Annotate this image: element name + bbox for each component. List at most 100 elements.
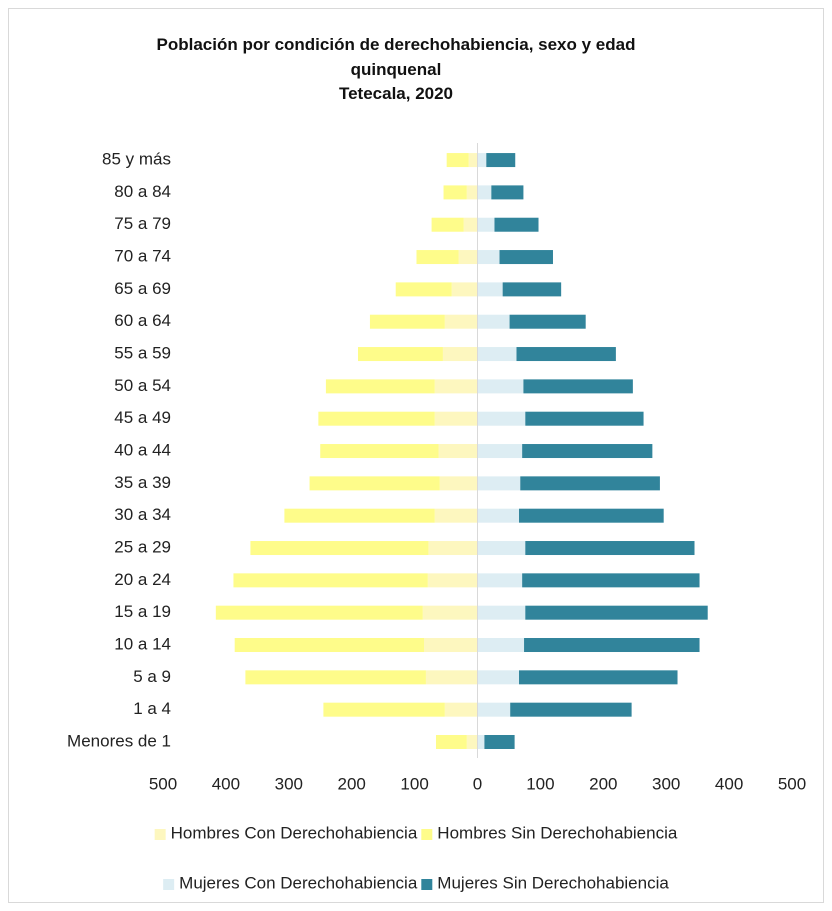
bar: [477, 314, 510, 329]
bar: [463, 217, 478, 232]
bar: [484, 735, 515, 749]
bar: [250, 541, 429, 556]
y-tick-label: 60 a 64: [114, 311, 171, 330]
bar: [525, 411, 644, 426]
y-tick-label: Menores de 1: [67, 731, 171, 750]
bar: [434, 508, 478, 523]
bar: [516, 347, 616, 362]
bar: [522, 573, 700, 588]
y-tick-label: 20 a 24: [114, 570, 171, 589]
x-tick-label: 100: [526, 774, 554, 793]
legend-label: Mujeres Sin Derechohabiencia: [437, 873, 669, 892]
bar: [510, 702, 632, 717]
y-tick-label: 40 a 44: [114, 441, 171, 460]
bar: [477, 185, 492, 200]
y-tick-label: 75 a 79: [114, 214, 171, 233]
bar: [439, 476, 478, 491]
bar: [325, 379, 435, 394]
bar: [422, 605, 478, 620]
bar: [477, 573, 523, 588]
bar: [427, 573, 478, 588]
bar: [477, 508, 520, 523]
y-tick-label: 35 a 39: [114, 473, 171, 492]
y-tick-label: 50 a 54: [114, 376, 171, 395]
bar: [443, 185, 467, 200]
bar: [434, 411, 478, 426]
bar: [428, 541, 478, 556]
bar: [435, 735, 467, 749]
y-tick-label: 85 y más: [102, 150, 171, 169]
bar: [477, 379, 524, 394]
bar: [434, 379, 478, 394]
y-tick-label: 5 a 9: [133, 667, 171, 686]
bar: [477, 347, 517, 362]
bar: [320, 444, 439, 459]
bar: [477, 541, 526, 556]
bar: [522, 444, 653, 459]
x-tick-label: 0: [473, 774, 482, 793]
legend-swatch: [154, 829, 166, 840]
x-tick-label: 200: [589, 774, 617, 793]
bar: [477, 250, 500, 265]
legend-swatch: [163, 879, 175, 890]
bar: [323, 702, 445, 717]
bar: [525, 541, 695, 556]
bar: [446, 153, 469, 168]
bar: [523, 379, 633, 394]
chart-title: Población por condición de derechohabien…: [156, 35, 636, 79]
bar: [477, 476, 521, 491]
bar: [245, 670, 426, 685]
bar: [499, 250, 553, 265]
bar: [234, 638, 425, 653]
bar: [502, 282, 562, 297]
y-tick-label: 10 a 14: [114, 634, 171, 653]
bar: [284, 508, 435, 523]
bar: [468, 153, 478, 168]
x-tick-label: 300: [275, 774, 303, 793]
x-tick-label: 200: [338, 774, 366, 793]
bar: [520, 476, 660, 491]
bar: [233, 573, 428, 588]
y-tick-label: 25 a 29: [114, 538, 171, 557]
bar: [491, 185, 524, 200]
bar: [357, 347, 443, 362]
bar: [369, 314, 445, 329]
y-tick-label: 70 a 74: [114, 247, 171, 266]
bar: [477, 217, 495, 232]
bar: [477, 702, 511, 717]
y-tick-label: 55 a 59: [114, 344, 171, 363]
bar: [525, 605, 708, 620]
bar: [519, 670, 678, 685]
bar: [477, 670, 520, 685]
bar: [477, 605, 526, 620]
bar: [309, 476, 440, 491]
bar: [215, 605, 423, 620]
bar: [395, 282, 452, 297]
legend-label: Hombres Con Derechohabiencia: [171, 823, 418, 842]
bar: [477, 282, 503, 297]
bar: [442, 347, 478, 362]
y-tick-label: 65 a 69: [114, 279, 171, 298]
bar: [477, 411, 526, 426]
x-tick-label: 500: [149, 774, 177, 793]
y-tick-label: 15 a 19: [114, 602, 171, 621]
x-tick-label: 400: [715, 774, 743, 793]
x-tick-label: 100: [400, 774, 428, 793]
legend-label: Hombres Sin Derechohabiencia: [437, 823, 678, 842]
bar: [519, 508, 664, 523]
bar: [431, 217, 464, 232]
legend-swatch: [421, 829, 433, 840]
bar: [477, 735, 485, 749]
bar: [458, 250, 478, 265]
bar: [466, 735, 478, 749]
bar: [416, 250, 459, 265]
bar: [438, 444, 478, 459]
bar: [509, 314, 586, 329]
bar: [494, 217, 539, 232]
y-tick-label: 80 a 84: [114, 182, 171, 201]
legend-label: Mujeres Con Derechohabiencia: [179, 873, 418, 892]
bar: [466, 185, 478, 200]
x-tick-label: 400: [212, 774, 240, 793]
bar: [444, 702, 478, 717]
